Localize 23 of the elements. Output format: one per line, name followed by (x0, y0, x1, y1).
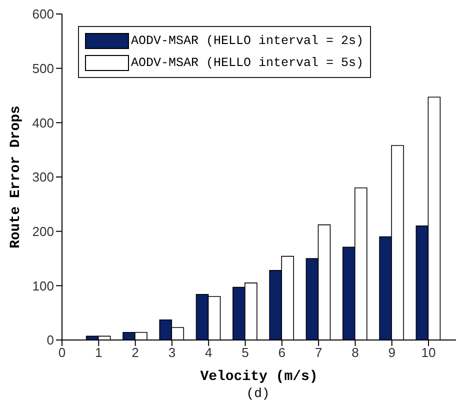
text: (d) (245, 386, 271, 401)
y-tick-label: 300 (32, 170, 54, 185)
x-axis-title: Velocity (m/s) (200, 369, 318, 385)
x-tick-label: 9 (388, 345, 396, 360)
y-tick-label: 500 (32, 60, 54, 76)
y-axis-title: Route Error Drops (8, 106, 24, 248)
x-tick-label: 8 (352, 345, 359, 360)
x-tick-label: 6 (278, 345, 286, 360)
y-tick-label: 200 (32, 224, 54, 239)
y-tick-label: 600 (32, 6, 54, 22)
x-tick-label: 3 (168, 345, 176, 360)
y-tick-label: 0 (46, 332, 54, 348)
x-tick-label: 5 (242, 345, 249, 360)
y-tick-label: 400 (32, 115, 54, 130)
x-tick-label: 7 (314, 345, 322, 360)
x-tick-label: 1 (95, 345, 102, 360)
x-tick-label: 2 (132, 345, 139, 360)
legend-label: AODV-MSAR (HELLO interval = 5s) (131, 56, 364, 70)
x-tick-label: 4 (204, 345, 212, 360)
y-tick-label: 100 (32, 278, 54, 294)
legend-label: AODV-MSAR (HELLO interval = 2s) (131, 34, 364, 48)
x-tick-label: 0 (58, 345, 66, 360)
x-tick-label: 10 (421, 345, 436, 360)
